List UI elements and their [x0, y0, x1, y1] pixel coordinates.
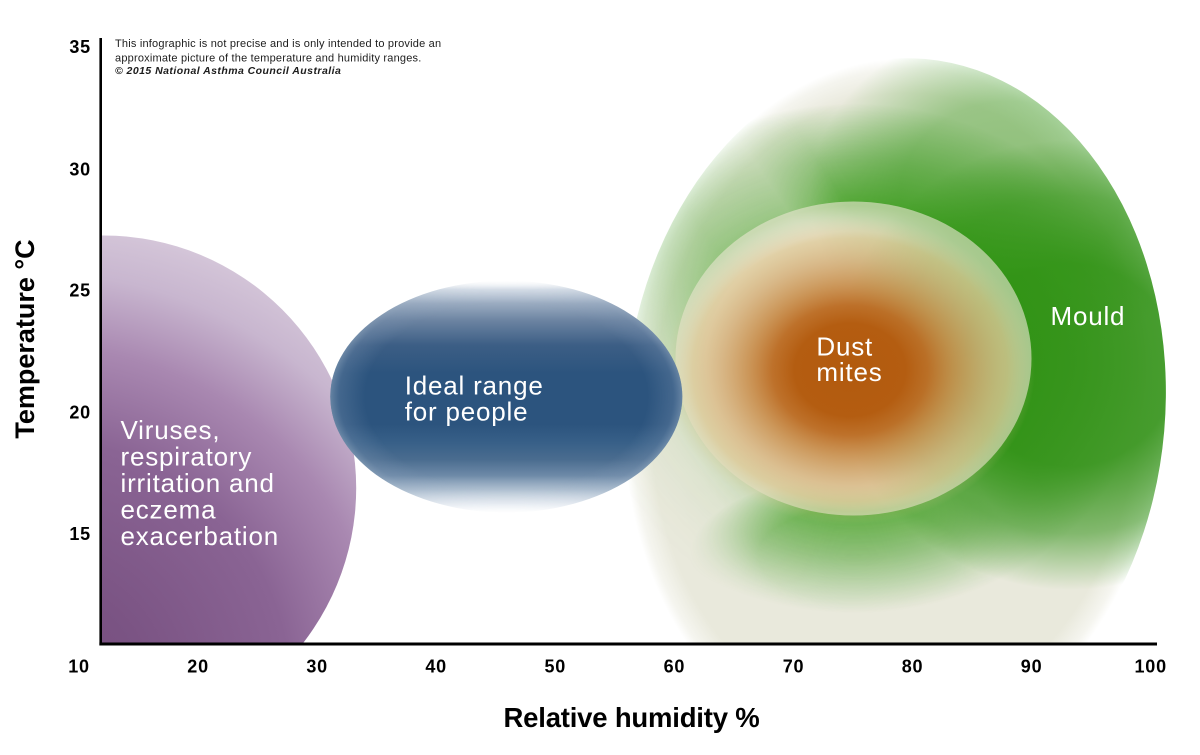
svg-text:for people: for people: [405, 397, 529, 427]
svg-text:20: 20: [187, 657, 209, 677]
svg-text:This infographic is not precis: This infographic is not precise and is o…: [115, 38, 441, 50]
svg-text:mites: mites: [816, 357, 882, 387]
svg-text:100: 100: [1134, 657, 1166, 677]
svg-text:Relative humidity %: Relative humidity %: [504, 702, 760, 733]
svg-text:20: 20: [69, 403, 91, 423]
svg-text:Mould: Mould: [1051, 301, 1126, 331]
svg-text:90: 90: [1021, 657, 1043, 677]
svg-text:approximate picture of the tem: approximate picture of the temperature a…: [115, 52, 422, 64]
svg-text:© 2015 National Asthma Council: © 2015 National Asthma Council Australia: [115, 65, 341, 77]
svg-text:10: 10: [68, 657, 90, 677]
svg-text:70: 70: [783, 657, 805, 677]
svg-text:respiratory: respiratory: [121, 442, 253, 472]
svg-text:35: 35: [69, 37, 91, 57]
svg-text:60: 60: [664, 657, 686, 677]
svg-text:Temperature °C: Temperature °C: [10, 239, 40, 438]
svg-text:Dust: Dust: [816, 332, 873, 362]
svg-text:Ideal range: Ideal range: [405, 371, 544, 401]
svg-text:50: 50: [544, 657, 566, 677]
svg-text:40: 40: [425, 657, 447, 677]
svg-text:Viruses,: Viruses,: [121, 415, 221, 445]
svg-text:irritation and: irritation and: [121, 468, 275, 498]
svg-text:30: 30: [69, 160, 91, 180]
svg-text:30: 30: [306, 657, 328, 677]
svg-text:15: 15: [69, 524, 91, 544]
svg-text:exacerbation: exacerbation: [121, 521, 279, 551]
svg-text:80: 80: [902, 657, 924, 677]
svg-text:eczema: eczema: [121, 495, 217, 525]
svg-text:25: 25: [69, 281, 91, 301]
